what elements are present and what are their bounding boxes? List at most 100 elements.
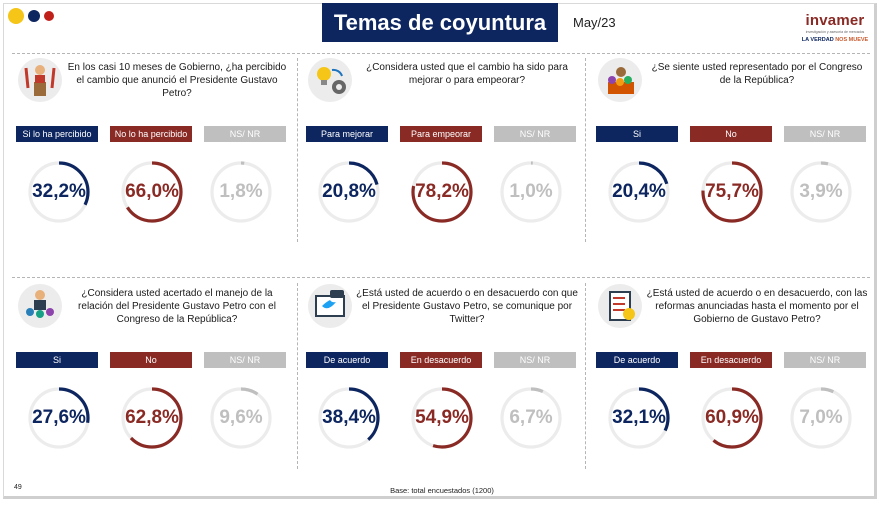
gauge-value: 1,8% bbox=[219, 181, 263, 202]
gauge-chart: 1,0% bbox=[499, 160, 563, 224]
question-panel: ¿Considera usted acertado el manejo de l… bbox=[16, 282, 286, 472]
gauge-chart: 32,2% bbox=[27, 160, 91, 224]
checklist-badge-icon bbox=[598, 284, 642, 328]
podium-speaker-icon bbox=[18, 58, 62, 102]
answer-label: Para mejorar bbox=[306, 126, 388, 142]
answer-label: No bbox=[690, 126, 772, 142]
gauge-chart: 75,7% bbox=[700, 160, 764, 224]
column-divider-2 bbox=[585, 58, 586, 242]
gauge-arc bbox=[28, 161, 90, 223]
gauge-chart: 20,4% bbox=[607, 160, 671, 224]
answer-label: Para empeorar bbox=[400, 126, 482, 142]
gauge-value: 20,8% bbox=[322, 181, 376, 202]
gauge-chart: 60,9% bbox=[700, 386, 764, 450]
gauge-arc bbox=[210, 387, 272, 449]
answer-labels: Si No NS/ NR bbox=[16, 352, 286, 368]
gauge-arc bbox=[701, 387, 763, 449]
gauge-arc bbox=[790, 387, 852, 449]
gauge-chart: 27,6% bbox=[27, 386, 91, 450]
question-panel: ¿Está usted de acuerdo o en desacuerdo, … bbox=[596, 282, 868, 472]
answer-labels: De acuerdo En desacuerdo NS/ NR bbox=[306, 352, 576, 368]
twitter-screen-icon bbox=[308, 284, 352, 328]
gauge-value: 32,2% bbox=[32, 181, 86, 202]
red-dot-icon bbox=[44, 11, 54, 21]
gauge-row: 27,6% 62,8% 9,6% bbox=[16, 386, 286, 450]
gauge-value: 27,6% bbox=[32, 407, 86, 428]
gauge-row: 38,4% 54,9% 6,7% bbox=[306, 386, 576, 450]
gauge-value: 9,6% bbox=[219, 407, 263, 428]
column-divider-4 bbox=[585, 283, 586, 469]
gauge-chart: 54,9% bbox=[410, 386, 474, 450]
gauge-chart: 20,8% bbox=[317, 160, 381, 224]
gauge-chart: 62,8% bbox=[120, 386, 184, 450]
answer-label: Si lo ha percibido bbox=[16, 126, 98, 142]
gauge-arc bbox=[500, 387, 562, 449]
gauge-arc bbox=[701, 161, 763, 223]
question-panel: ¿Considera usted que el cambio ha sido p… bbox=[306, 56, 576, 246]
answer-labels: Para mejorar Para empeorar NS/ NR bbox=[306, 126, 576, 142]
answer-label: NS/ NR bbox=[494, 126, 576, 142]
question-text: ¿Se siente usted representado por el Con… bbox=[651, 62, 863, 86]
question-text: ¿Está usted de acuerdo o en desacuerdo c… bbox=[356, 288, 578, 325]
gauge-arc bbox=[500, 161, 562, 223]
question-text: ¿Considera usted acertado el manejo de l… bbox=[78, 288, 276, 325]
navy-dot-icon bbox=[28, 10, 40, 22]
gauge-value: 62,8% bbox=[125, 407, 179, 428]
decorative-dots bbox=[8, 8, 54, 24]
yellow-dot-icon bbox=[8, 8, 24, 24]
gauge-value: 75,7% bbox=[705, 181, 759, 202]
top-divider bbox=[12, 53, 870, 54]
middle-divider bbox=[12, 277, 870, 278]
page-number: 49 bbox=[14, 484, 22, 491]
leader-group-icon bbox=[18, 284, 62, 328]
answer-labels: Si No NS/ NR bbox=[596, 126, 866, 142]
gauge-value: 7,0% bbox=[799, 407, 843, 428]
question-text: En los casi 10 meses de Gobierno, ¿ha pe… bbox=[67, 62, 287, 99]
gauge-arc bbox=[608, 161, 670, 223]
gauge-value: 6,7% bbox=[509, 407, 553, 428]
logo-tagline-a: LA VERDAD bbox=[801, 37, 836, 43]
gauge-value: 78,2% bbox=[415, 181, 469, 202]
gauge-arc bbox=[411, 387, 473, 449]
gauge-chart: 6,7% bbox=[499, 386, 563, 450]
question-text: ¿Está usted de acuerdo o en desacuerdo, … bbox=[646, 288, 868, 325]
gauge-arc bbox=[411, 161, 473, 223]
answer-label: NS/ NR bbox=[784, 352, 866, 368]
answer-label: En desacuerdo bbox=[690, 352, 772, 368]
gauge-chart: 3,9% bbox=[789, 160, 853, 224]
gauge-chart: 1,8% bbox=[209, 160, 273, 224]
title-banner: Temas de coyuntura bbox=[322, 3, 558, 42]
answer-label: NS/ NR bbox=[784, 126, 866, 142]
gauge-arc bbox=[121, 387, 183, 449]
logo-tagline: LA VERDAD NOS MUEVE bbox=[798, 37, 872, 43]
congress-people-icon bbox=[598, 58, 642, 102]
answer-label: NS/ NR bbox=[204, 352, 286, 368]
gauge-value: 66,0% bbox=[125, 181, 179, 202]
gauge-value: 3,9% bbox=[799, 181, 843, 202]
gauge-value: 38,4% bbox=[322, 407, 376, 428]
question-text: ¿Considera usted que el cambio ha sido p… bbox=[366, 62, 568, 86]
gauge-chart: 78,2% bbox=[410, 160, 474, 224]
gauge-arc bbox=[318, 387, 380, 449]
logo-subtitle: investigación y asesoría de mercados bbox=[805, 30, 865, 34]
gauge-arc bbox=[28, 387, 90, 449]
gauge-row: 32,1% 60,9% 7,0% bbox=[596, 386, 866, 450]
answer-labels: De acuerdo En desacuerdo NS/ NR bbox=[596, 352, 866, 368]
gauge-row: 20,4% 75,7% 3,9% bbox=[596, 160, 866, 224]
gauge-value: 20,4% bbox=[612, 181, 666, 202]
invamer-logo: invamer investigación y asesoría de merc… bbox=[798, 12, 872, 43]
gauge-arc bbox=[790, 161, 852, 223]
logo-tagline-b: NOS MUEVE bbox=[835, 37, 869, 43]
gauge-chart: 32,1% bbox=[607, 386, 671, 450]
gauge-chart: 9,6% bbox=[209, 386, 273, 450]
answer-label: Si bbox=[596, 126, 678, 142]
gauge-row: 20,8% 78,2% 1,0% bbox=[306, 160, 576, 224]
column-divider-1 bbox=[297, 58, 298, 242]
gauge-value: 54,9% bbox=[415, 407, 469, 428]
base-note: Base: total encuestados (1200) bbox=[390, 486, 494, 495]
gauge-arc bbox=[121, 161, 183, 223]
answer-labels: Si lo ha percibido No lo ha percibido NS/ … bbox=[16, 126, 286, 142]
gauge-value: 1,0% bbox=[509, 181, 553, 202]
answer-label: NS/ NR bbox=[204, 126, 286, 142]
survey-date: May/23 bbox=[573, 15, 616, 30]
